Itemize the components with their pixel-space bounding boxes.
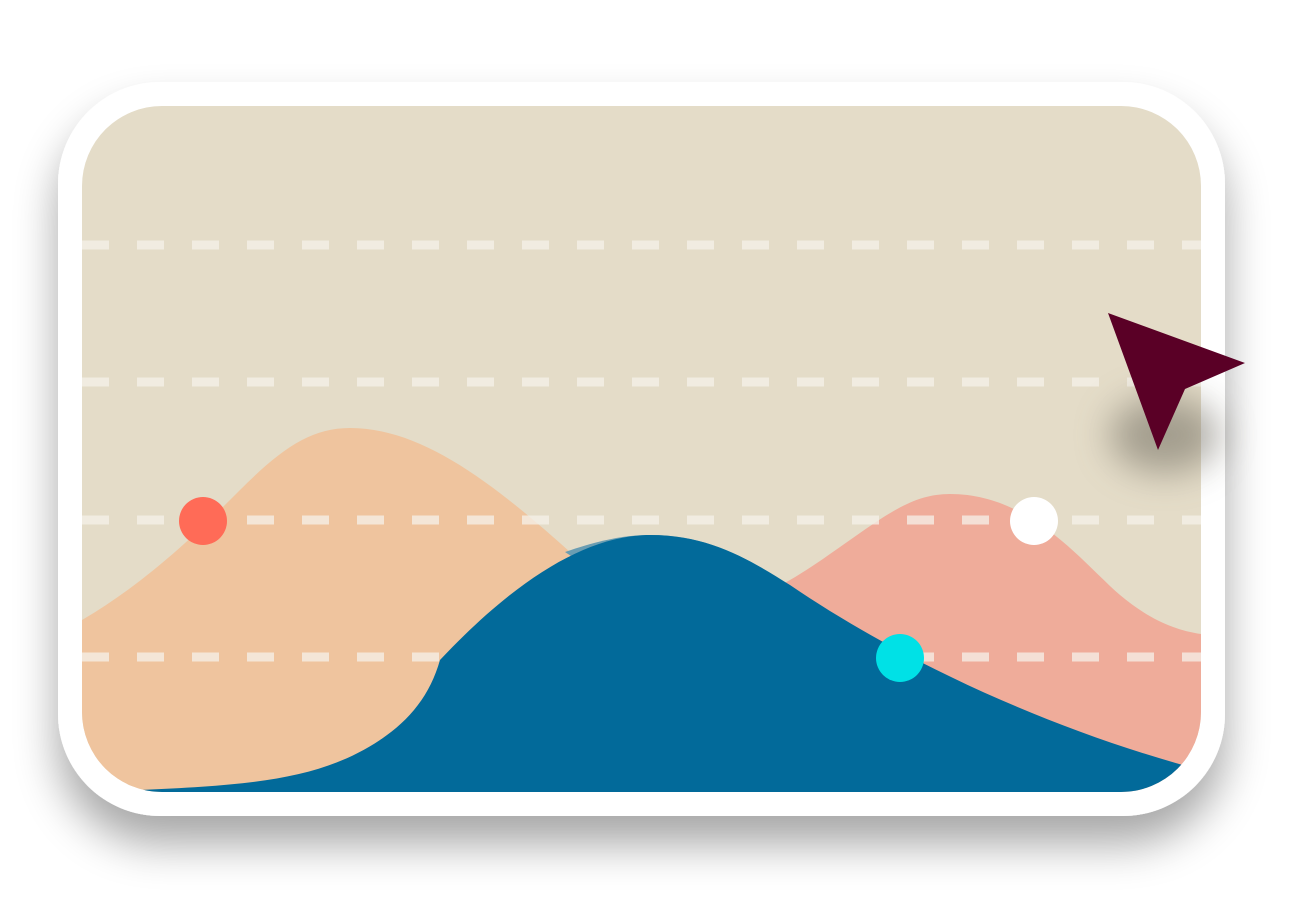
plot-area — [82, 106, 1201, 792]
cyan-dot — [876, 634, 924, 682]
arrow-cursor-icon — [1108, 313, 1245, 450]
red-dot — [179, 497, 227, 545]
white-dot — [1010, 497, 1058, 545]
area-blue — [140, 535, 1201, 792]
cursor-shadow — [1110, 397, 1220, 473]
